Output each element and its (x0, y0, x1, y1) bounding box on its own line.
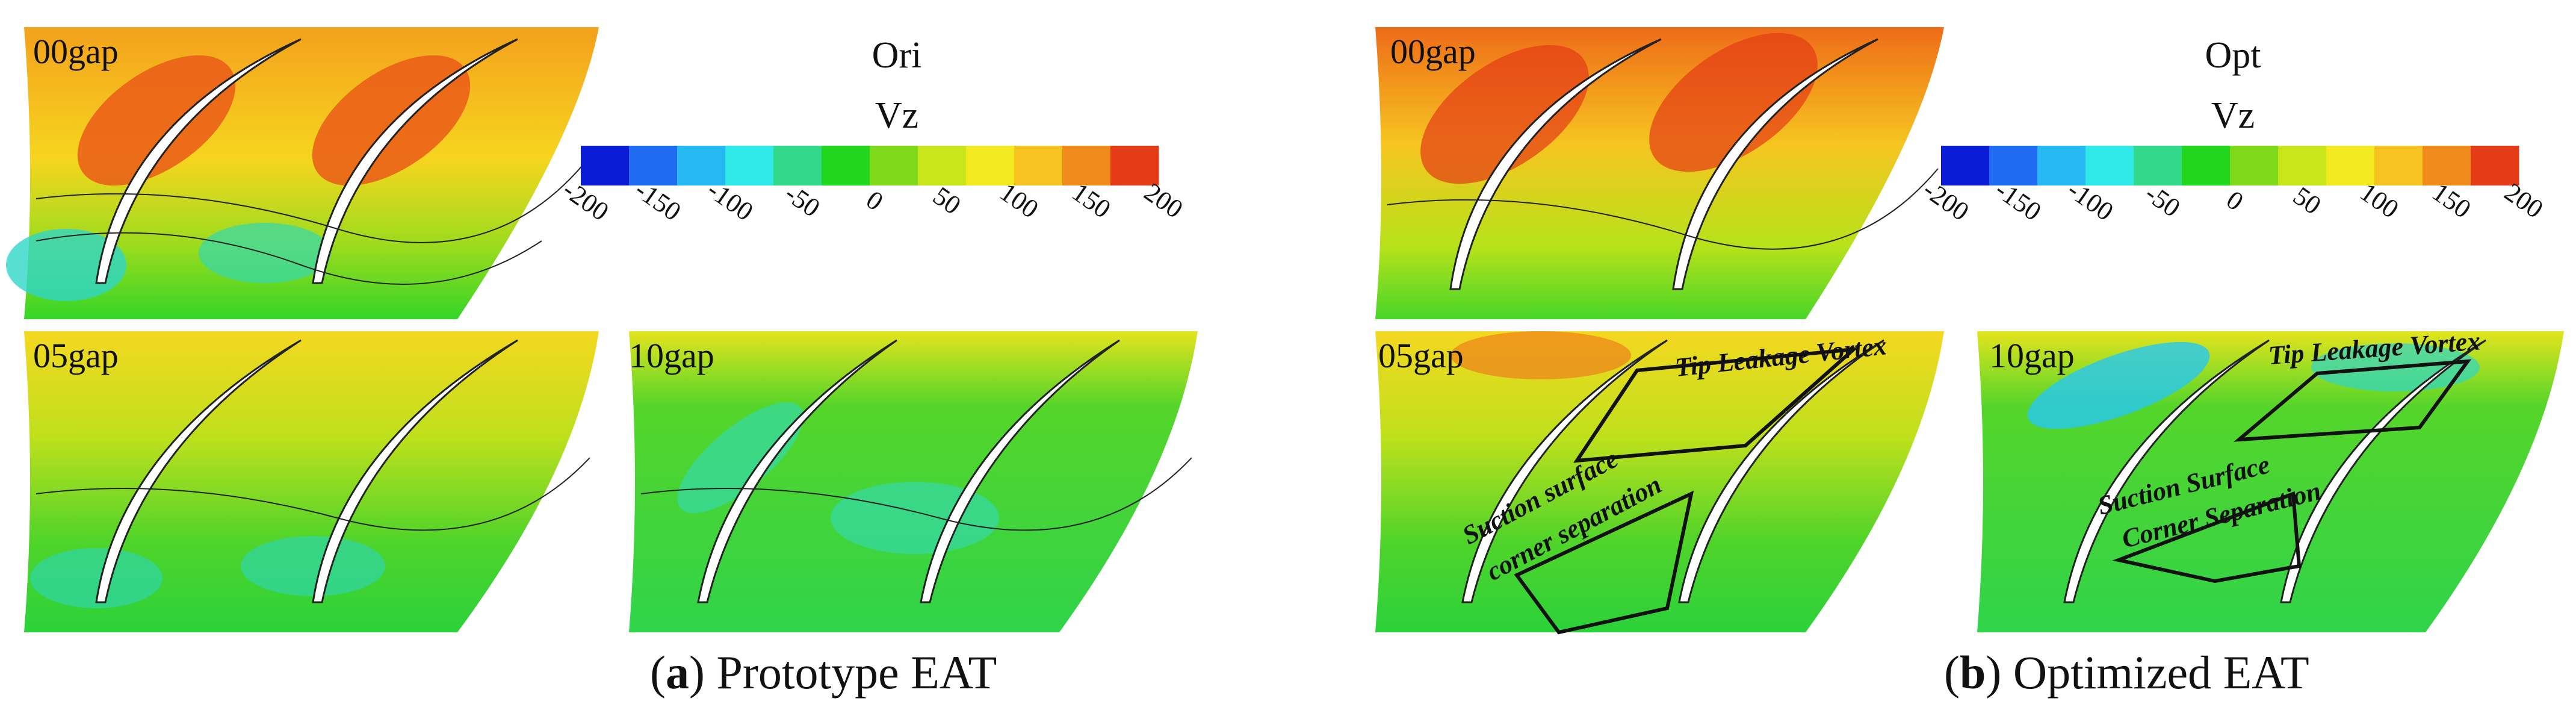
high-velocity-region (1420, 45, 1589, 184)
colorbar-swatch (2085, 146, 2134, 185)
colorbar-swatch (2423, 146, 2471, 185)
colorbar-swatch (581, 146, 630, 185)
colorbar-a: Ori Vz -200 -150 -100 -50 0 50 100 150 200 (557, 35, 1188, 226)
colorbar-swatch (2326, 146, 2375, 185)
high-velocity-region (312, 55, 471, 186)
colorbar-swatch (725, 146, 774, 185)
colorbar-tick-label: 50 (2288, 181, 2326, 220)
colorbar-swatch (2374, 146, 2423, 185)
low-velocity-region (241, 536, 385, 596)
colorbar-swatch (1989, 146, 2038, 185)
high-velocity-region (77, 55, 236, 186)
contour-plot-a-10gap: 10gap (629, 331, 1198, 632)
colorbar-swatches (1941, 146, 2519, 185)
colorbar-swatches (581, 146, 1159, 185)
flow-domain (24, 331, 599, 632)
panel-a: 00gap Ori Vz -200 -150 -100 -50 0 50 100 150 200… (6, 27, 1198, 632)
blade (2280, 339, 2486, 603)
panel-b: 00gap Opt Vz -200 -150 -100 -50 0 50 100 150 200… (1375, 27, 2564, 635)
colorbar-b: Opt Vz -200 -150 -100 -50 0 50 100 150 200 (1918, 35, 2548, 226)
colorbar-swatch (2278, 146, 2327, 185)
colorbar-swatch (870, 146, 918, 185)
colorbar-swatch (966, 146, 1015, 185)
contour-line (36, 156, 590, 243)
colorbar-swatch (1062, 146, 1111, 185)
colorbar-title: Ori (872, 35, 922, 76)
contour-plot-b-10gap: Tip Leakage Vortex Suction Surface Corne… (1977, 326, 2564, 632)
blade (95, 38, 302, 284)
low-velocity-region (677, 402, 803, 513)
low-velocity-region (30, 548, 163, 608)
plot-label: 05gap (33, 336, 119, 375)
colorbar-swatch (2134, 146, 2182, 185)
colorbar-title: Opt (2205, 35, 2261, 76)
blade (312, 38, 518, 284)
blade (312, 339, 518, 603)
blade (1672, 38, 1878, 290)
plot-label: 00gap (1390, 32, 1476, 71)
plot-label: 00gap (33, 32, 119, 71)
colorbar-tick-label: 0 (2221, 185, 2249, 217)
flow-domain (1375, 331, 1944, 632)
flow-domain (1977, 331, 2564, 632)
caption-letter: b (1959, 646, 1986, 699)
colorbar-swatch (2182, 146, 2231, 185)
low-velocity-region (2027, 341, 2210, 429)
blade (95, 339, 302, 603)
contour-plot-b-00gap: 00gap (1375, 27, 1944, 319)
colorbar-swatch (1941, 146, 1990, 185)
colorbar-swatch (2037, 146, 2086, 185)
colorbar-swatch (677, 146, 726, 185)
colorbar-swatch (1014, 146, 1063, 185)
colorbar-swatch (773, 146, 822, 185)
colorbar-swatch (918, 146, 967, 185)
colorbar-variable: Vz (2211, 95, 2255, 136)
blade (1678, 339, 1884, 603)
high-velocity-region (1649, 33, 1818, 172)
contour-line (640, 457, 1192, 531)
tip-leakage-region-outline (2234, 359, 2472, 442)
colorbar-swatch (629, 146, 678, 185)
low-velocity-region (831, 482, 999, 554)
colorbar-swatch (2471, 146, 2519, 185)
caption-letter: a (665, 646, 689, 699)
contour-line (36, 457, 590, 531)
contour-line (36, 232, 542, 285)
blade (920, 339, 1120, 603)
contour-plot-a-05gap: 05gap (24, 331, 599, 632)
plot-label: 05gap (1378, 336, 1464, 375)
colorbar-swatch (2230, 146, 2279, 185)
contour-plot-a-00gap: 00gap (6, 27, 599, 319)
blade (1461, 339, 1668, 603)
colorbar-swatch (822, 146, 870, 185)
colorbar-tick-label: 50 (927, 181, 966, 220)
caption-text: Optimized EAT (2001, 646, 2309, 699)
tip-leakage-region-outline (1573, 347, 1859, 463)
caption-b: (b) Optimized EAT (1944, 646, 2309, 699)
colorbar-variable: Vz (875, 95, 918, 136)
plot-label: 10gap (629, 336, 714, 375)
corner-separation-region-outline (2112, 491, 2302, 584)
colorbar-tick-label: 0 (861, 185, 888, 217)
caption-a: (a) Prototype EAT (650, 646, 997, 699)
high-velocity-region (1451, 331, 1631, 379)
blade (2063, 339, 2270, 603)
contour-line (1387, 168, 1939, 250)
colorbar-swatch (1110, 146, 1159, 185)
corner-separation-region-outline (1514, 490, 1694, 635)
contour-plot-b-05gap: Tip Leakage Vortex Suction surface corne… (1375, 331, 1944, 635)
blade (697, 339, 897, 603)
caption-text: Prototype EAT (704, 646, 997, 699)
plot-label: 10gap (1989, 336, 2075, 375)
